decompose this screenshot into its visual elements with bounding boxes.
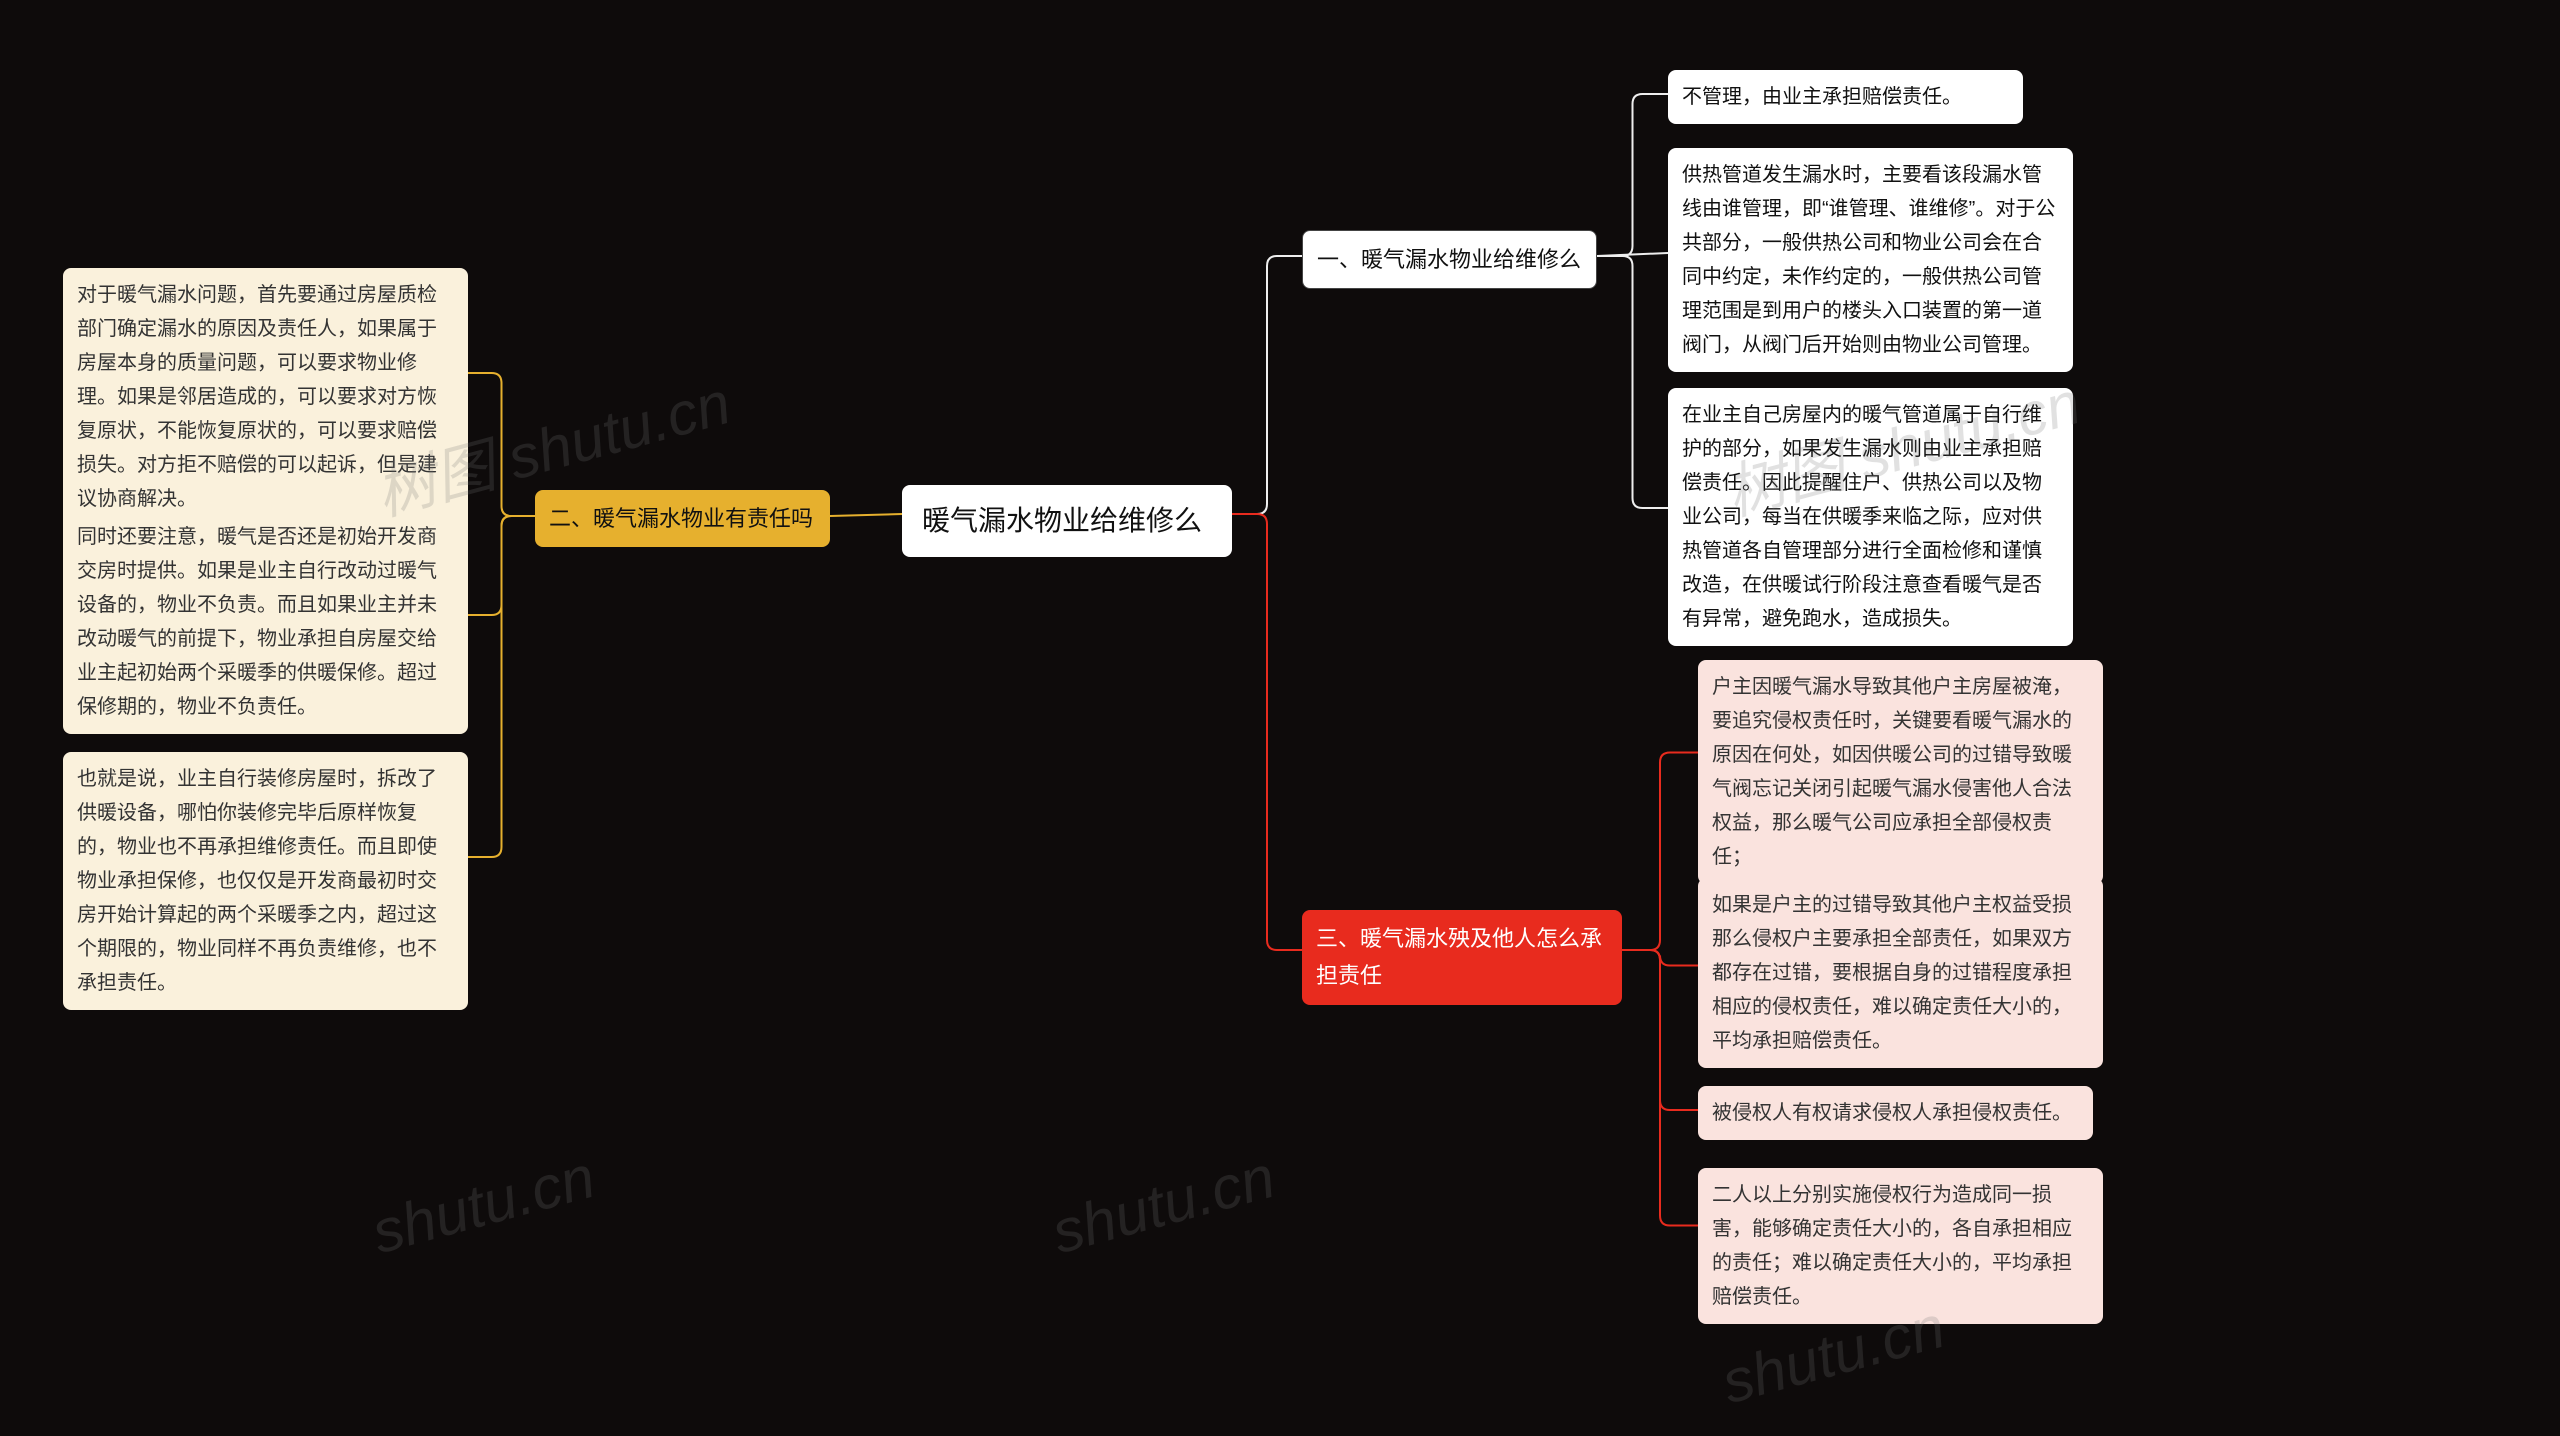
leaf-b1-2: 在业主自己房屋内的暖气管道属于自行维护的部分，如果发生漏水则由业主承担赔偿责任。… xyxy=(1668,388,2073,646)
leaf-b3-3: 二人以上分别实施侵权行为造成同一损害，能够确定责任大小的，各自承担相应的责任；难… xyxy=(1698,1168,2103,1324)
leaf-b2-2: 也就是说，业主自行装修房屋时，拆改了供暖设备，哪怕你装修完毕后原样恢复的，物业也… xyxy=(63,752,468,1010)
center-node: 暖气漏水物业给维修么 xyxy=(902,485,1232,557)
leaf-b3-0: 户主因暖气漏水导致其他户主房屋被淹，要追究侵权责任时，关键要看暖气漏水的原因在何… xyxy=(1698,660,2103,884)
leaf-b1-1: 供热管道发生漏水时，主要看该段漏水管线由谁管理，即“谁管理、谁维修”。对于公共部… xyxy=(1668,148,2073,372)
branch-node-b3: 三、暖气漏水殃及他人怎么承担责任 xyxy=(1302,910,1622,1005)
watermark-3: shutu.cn xyxy=(1045,1142,1282,1267)
branch-node-b1: 一、暖气漏水物业给维修么 xyxy=(1302,230,1597,289)
leaf-b3-2: 被侵权人有权请求侵权人承担侵权责任。 xyxy=(1698,1086,2093,1140)
leaf-b2-0: 对于暖气漏水问题，首先要通过房屋质检部门确定漏水的原因及责任人，如果属于房屋本身… xyxy=(63,268,468,526)
watermark-2: shutu.cn xyxy=(365,1142,602,1267)
leaf-b3-1: 如果是户主的过错导致其他户主权益受损那么侵权户主要承担全部责任，如果双方都存在过… xyxy=(1698,878,2103,1068)
branch-node-b2: 二、暖气漏水物业有责任吗 xyxy=(535,490,830,547)
leaf-b1-0: 不管理，由业主承担赔偿责任。 xyxy=(1668,70,2023,124)
leaf-b2-1: 同时还要注意，暖气是否还是初始开发商交房时提供。如果是业主自行改动过暖气设备的，… xyxy=(63,510,468,734)
